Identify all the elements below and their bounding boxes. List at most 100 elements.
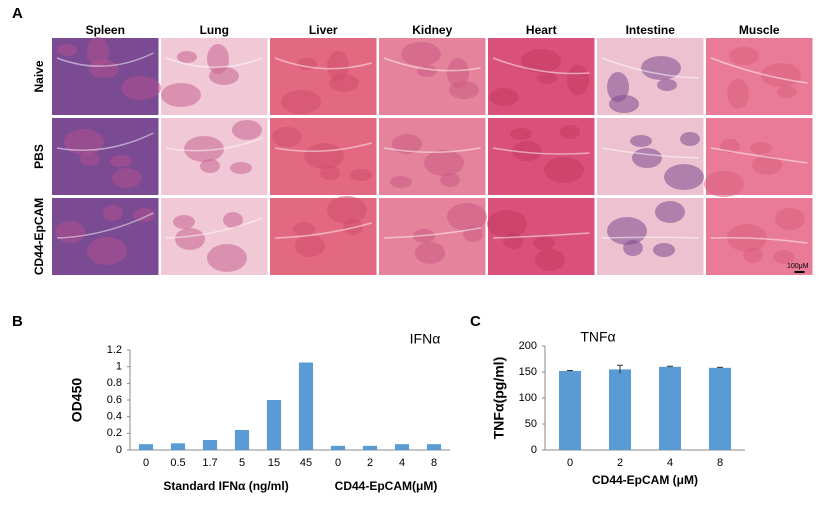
- tissue-texture: [304, 143, 344, 169]
- x-tick-label: 2: [617, 457, 623, 469]
- tissue-texture: [521, 49, 561, 73]
- tissue-texture: [272, 127, 302, 147]
- x-axis-label: CD44-EpCAM (μM): [592, 473, 698, 487]
- column-header: Heart: [526, 23, 557, 37]
- bar: [394, 444, 410, 450]
- tissue-texture: [161, 83, 201, 107]
- tissue-texture: [223, 212, 243, 228]
- tissue-texture: [752, 155, 782, 175]
- tissue-texture: [177, 51, 197, 63]
- scale-bar-label: 100μM: [787, 263, 809, 270]
- tissue-texture: [184, 136, 224, 162]
- tissue-texture: [417, 65, 437, 77]
- tissue-texture: [112, 168, 142, 188]
- tissue-streak: [274, 222, 372, 239]
- tissue-texture: [175, 228, 205, 250]
- tissue-texture: [533, 236, 555, 250]
- tissue-streak: [492, 232, 590, 239]
- tissue-streak: [492, 57, 590, 75]
- tissue-texture: [680, 132, 700, 146]
- row-label: PBS: [32, 144, 46, 169]
- tissue-streak: [601, 57, 699, 79]
- tissue-streak: [165, 57, 263, 68]
- tissue-texture: [64, 129, 104, 155]
- tissue-texture: [512, 141, 542, 161]
- tissue-texture: [657, 79, 677, 91]
- tissue-texture: [200, 159, 220, 173]
- bar: [426, 444, 442, 450]
- tissue-texture: [630, 135, 652, 147]
- bar: [609, 369, 631, 450]
- tissue-texture: [641, 56, 681, 80]
- bar: [298, 362, 314, 450]
- column-header: Lung: [200, 23, 229, 37]
- group-label: CD44-EpCAM(μM): [335, 479, 438, 493]
- x-tick-label: 2: [367, 457, 373, 469]
- y-tick-label: 0: [116, 444, 122, 456]
- tissue-texture: [327, 51, 349, 81]
- tissue-texture: [320, 166, 340, 180]
- chart-title: TNFα: [580, 329, 615, 345]
- tissue-streak: [492, 147, 590, 155]
- tissue-streak: [165, 137, 263, 152]
- tissue-texture: [103, 205, 123, 221]
- x-tick-label: 45: [300, 457, 312, 469]
- column-header: Liver: [309, 23, 338, 37]
- tissue-texture: [544, 157, 584, 183]
- y-axis-label: TNFα(pg/ml): [491, 357, 507, 439]
- tissue-texture: [415, 242, 445, 264]
- tissue-texture: [750, 142, 772, 154]
- y-tick-label: 0.8: [107, 377, 122, 389]
- chart-title: IFNα: [410, 331, 441, 347]
- y-axis-label: OD450: [69, 378, 85, 423]
- tissue-streak: [56, 52, 154, 67]
- tissue-texture: [773, 250, 795, 264]
- tissue-texture: [327, 196, 367, 224]
- y-tick-label: 1.2: [107, 344, 122, 356]
- y-tick-label: 150: [519, 366, 537, 378]
- y-tick-label: 200: [519, 340, 537, 352]
- tissue-streak: [165, 217, 263, 239]
- tissue-texture: [560, 125, 580, 139]
- tissue-texture: [632, 148, 662, 168]
- bar: [170, 443, 186, 450]
- tissue-streak: [56, 212, 154, 239]
- y-tick-label: 100: [519, 392, 537, 404]
- tissue-texture: [447, 58, 469, 88]
- x-tick-label: 8: [717, 457, 723, 469]
- bar: [202, 440, 218, 450]
- tissue-texture: [392, 134, 422, 154]
- x-tick-label: 0: [567, 457, 573, 469]
- x-tick-label: 1.7: [202, 457, 217, 469]
- tissue-texture: [440, 173, 460, 187]
- x-tick-label: 0.5: [170, 457, 185, 469]
- y-tick-label: 50: [525, 418, 537, 430]
- bar: [234, 430, 250, 450]
- bar: [659, 366, 681, 450]
- error-bar: [667, 365, 673, 368]
- tissue-texture: [487, 210, 527, 238]
- tissue-streak: [383, 57, 481, 72]
- panel-label: C: [470, 313, 481, 330]
- tissue-streak: [601, 236, 699, 239]
- tissue-texture: [281, 90, 321, 114]
- tissue-texture: [350, 169, 372, 181]
- group-label: Standard IFNα (ng/ml): [163, 479, 288, 493]
- column-header: Kidney: [412, 23, 452, 37]
- tissue-texture: [537, 72, 557, 84]
- bar: [138, 444, 154, 450]
- tissue-texture: [655, 201, 685, 223]
- tissue-texture: [447, 203, 487, 231]
- tissue-streak: [274, 142, 372, 153]
- tissue-texture: [777, 86, 797, 98]
- tissue-texture: [87, 237, 127, 265]
- tissue-streak: [710, 57, 808, 84]
- tissue-texture: [704, 171, 744, 197]
- bar: [362, 445, 378, 450]
- tissue-texture: [653, 243, 675, 257]
- tissue-texture: [55, 221, 85, 243]
- tissue-streak: [274, 57, 372, 70]
- bar: [559, 370, 581, 450]
- tissue-streak: [383, 147, 481, 153]
